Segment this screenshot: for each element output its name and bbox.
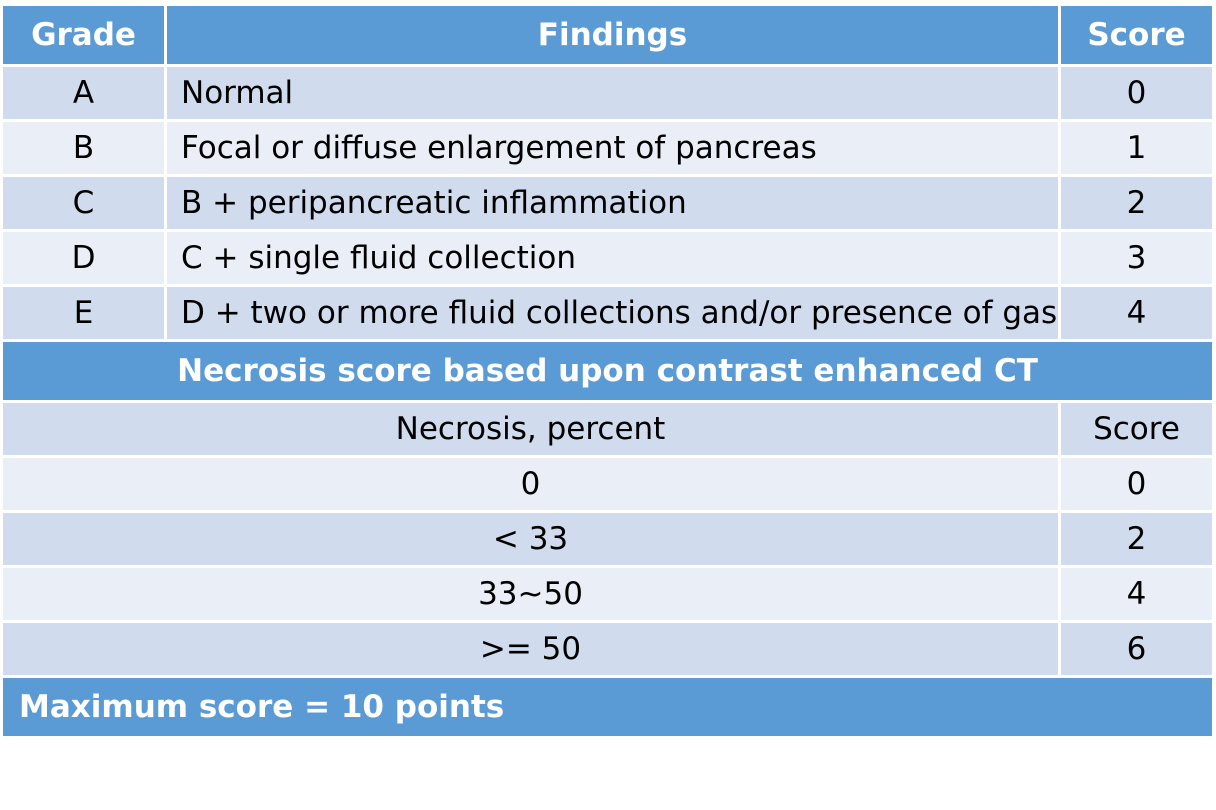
necrosis-score-cell: 0 xyxy=(1058,455,1215,513)
score-cell: 3 xyxy=(1058,229,1215,287)
grade-cell: A xyxy=(0,64,167,122)
necrosis-percent-cell: 33~50 xyxy=(0,565,1061,623)
findings-cell: C + single fluid collection xyxy=(164,229,1061,287)
necrosis-row: < 33 2 xyxy=(0,510,1215,568)
header-grade: Grade xyxy=(0,3,167,67)
necrosis-row: 33~50 4 xyxy=(0,565,1215,623)
score-cell: 1 xyxy=(1058,119,1215,177)
necrosis-score-cell: 2 xyxy=(1058,510,1215,568)
necrosis-row: 0 0 xyxy=(0,455,1215,513)
grade-row-b: B Focal or diffuse enlargement of pancre… xyxy=(0,119,1215,177)
findings-cell: Normal xyxy=(164,64,1061,122)
grade-cell: E xyxy=(0,284,167,342)
score-cell: 0 xyxy=(1058,64,1215,122)
necrosis-row: >= 50 6 xyxy=(0,620,1215,678)
necrosis-percent-cell: >= 50 xyxy=(0,620,1061,678)
maximum-score-note: Maximum score = 10 points xyxy=(0,675,1215,739)
grade-row-e: E D + two or more fluid collections and/… xyxy=(0,284,1215,342)
grade-row-c: C B + peripancreatic inflammation 2 xyxy=(0,174,1215,232)
findings-cell: B + peripancreatic inflammation xyxy=(164,174,1061,232)
footer-row: Maximum score = 10 points xyxy=(0,675,1215,739)
grade-header-row: Grade Findings Score xyxy=(0,3,1215,67)
necrosis-title-row: Necrosis score based upon contrast enhan… xyxy=(0,339,1215,403)
grade-cell: B xyxy=(0,119,167,177)
header-score: Score xyxy=(1058,3,1215,67)
necrosis-percent-cell: 0 xyxy=(0,455,1061,513)
necrosis-section-title: Necrosis score based upon contrast enhan… xyxy=(0,339,1215,403)
findings-cell: Focal or diffuse enlargement of pancreas xyxy=(164,119,1061,177)
ct-severity-index-table: Grade Findings Score A Normal 0 B Focal … xyxy=(0,3,1215,739)
necrosis-score-cell: 6 xyxy=(1058,620,1215,678)
grade-row-d: D C + single fluid collection 3 xyxy=(0,229,1215,287)
necrosis-percent-cell: < 33 xyxy=(0,510,1061,568)
necrosis-header-row: Necrosis, percent Score xyxy=(0,400,1215,458)
grade-cell: D xyxy=(0,229,167,287)
grade-cell: C xyxy=(0,174,167,232)
header-necrosis-score: Score xyxy=(1058,400,1215,458)
score-cell: 4 xyxy=(1058,284,1215,342)
necrosis-score-cell: 4 xyxy=(1058,565,1215,623)
header-necrosis-percent: Necrosis, percent xyxy=(0,400,1061,458)
score-cell: 2 xyxy=(1058,174,1215,232)
grade-row-a: A Normal 0 xyxy=(0,64,1215,122)
header-findings: Findings xyxy=(164,3,1061,67)
findings-cell: D + two or more fluid collections and/or… xyxy=(164,284,1061,342)
